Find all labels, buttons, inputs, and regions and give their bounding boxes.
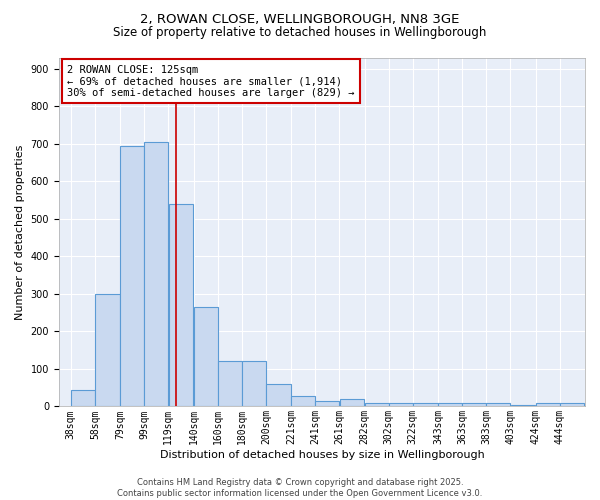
Bar — [169, 204, 193, 406]
Text: 2, ROWAN CLOSE, WELLINGBOROUGH, NN8 3GE: 2, ROWAN CLOSE, WELLINGBOROUGH, NN8 3GE — [140, 12, 460, 26]
Text: Contains HM Land Registry data © Crown copyright and database right 2025.
Contai: Contains HM Land Registry data © Crown c… — [118, 478, 482, 498]
Bar — [121, 146, 144, 406]
Bar — [463, 402, 486, 406]
Bar — [536, 404, 560, 406]
X-axis label: Distribution of detached houses by size in Wellingborough: Distribution of detached houses by size … — [160, 450, 484, 460]
Bar — [194, 307, 218, 406]
Bar — [218, 362, 242, 406]
Bar — [95, 294, 120, 406]
Bar — [266, 384, 291, 406]
Bar — [511, 404, 535, 406]
Y-axis label: Number of detached properties: Number of detached properties — [15, 144, 25, 320]
Bar — [316, 401, 339, 406]
Bar — [292, 396, 315, 406]
Bar — [340, 399, 364, 406]
Bar — [487, 404, 510, 406]
Text: Size of property relative to detached houses in Wellingborough: Size of property relative to detached ho… — [113, 26, 487, 39]
Bar — [413, 404, 438, 406]
Bar — [389, 404, 413, 406]
Bar — [438, 404, 462, 406]
Bar — [71, 390, 95, 406]
Bar — [365, 404, 389, 406]
Bar — [560, 404, 584, 406]
Text: 2 ROWAN CLOSE: 125sqm
← 69% of detached houses are smaller (1,914)
30% of semi-d: 2 ROWAN CLOSE: 125sqm ← 69% of detached … — [67, 64, 355, 98]
Bar — [242, 362, 266, 406]
Bar — [145, 142, 168, 406]
